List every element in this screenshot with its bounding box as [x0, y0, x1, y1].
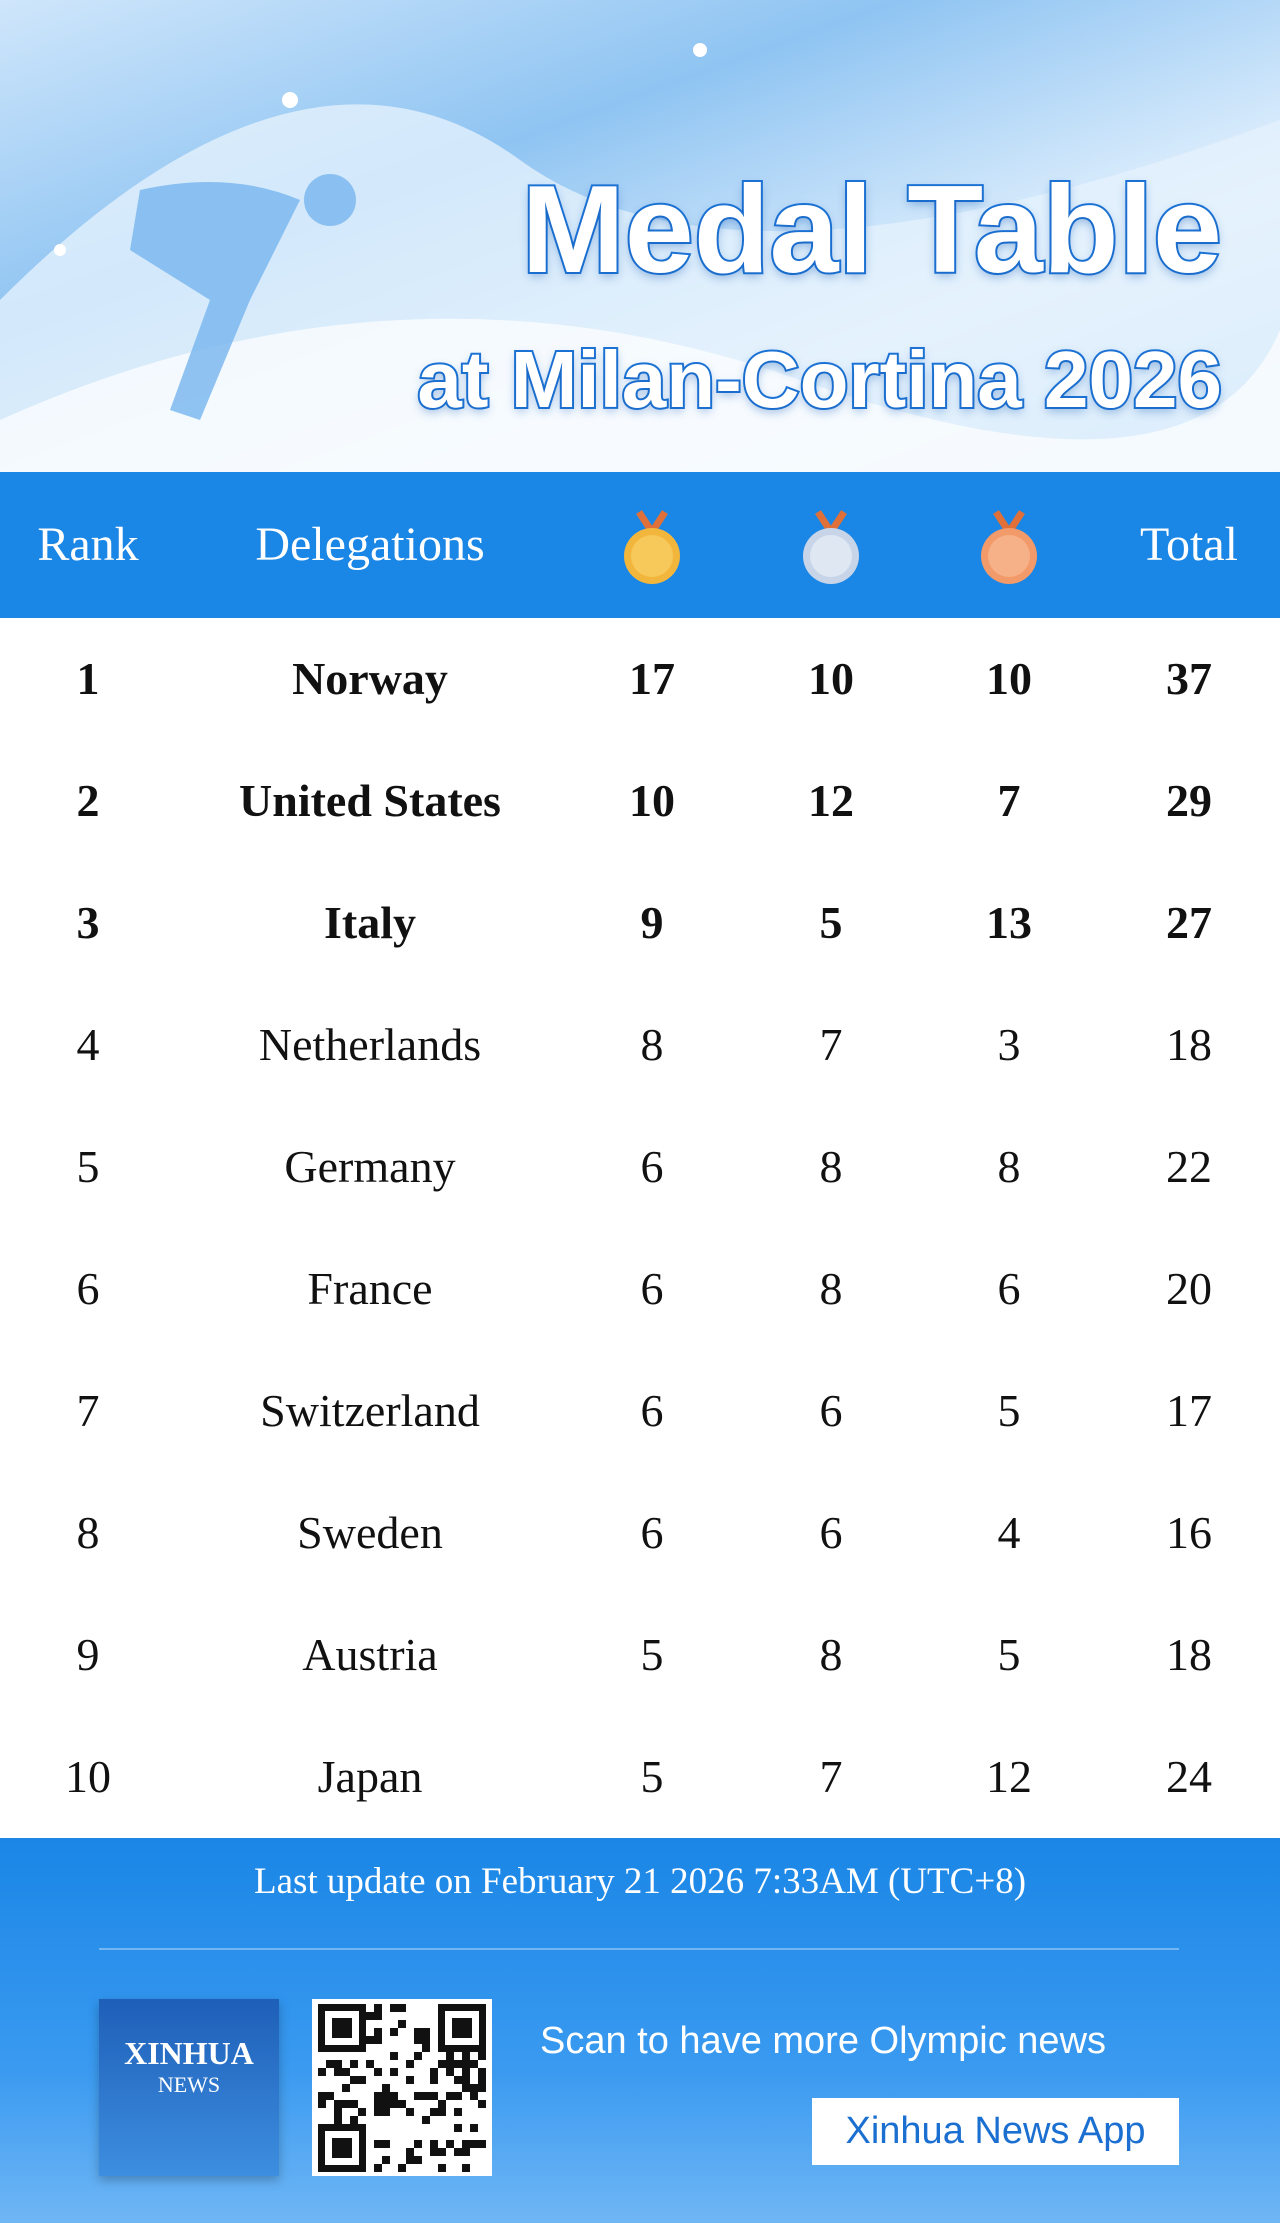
- column-header: Rank: [37, 518, 139, 571]
- gold-cell: 6: [640, 1507, 664, 1558]
- gold-cell: 10: [629, 775, 675, 826]
- gold-cell: 9: [640, 897, 664, 948]
- total-cell: 24: [1166, 1751, 1212, 1802]
- delegation-cell: Norway: [292, 653, 448, 704]
- silver-cell: 6: [819, 1385, 843, 1436]
- gold-cell: 8: [640, 1019, 664, 1070]
- qr-code: [312, 1999, 492, 2176]
- silver-cell: 10: [808, 653, 854, 704]
- table-row: 8 Sweden 6 6 4 16: [0, 1472, 1280, 1594]
- rank-cell: 4: [76, 1019, 100, 1070]
- rank-cell: 2: [76, 775, 100, 826]
- delegation-cell: France: [307, 1263, 433, 1314]
- table-row: 6 France 6 8 6 20: [0, 1228, 1280, 1350]
- gold-cell: 5: [640, 1751, 664, 1802]
- gold-icon: [624, 510, 680, 584]
- silver-cell: 7: [819, 1751, 843, 1802]
- total-cell: 22: [1166, 1141, 1212, 1192]
- delegation-cell: Netherlands: [258, 1019, 482, 1070]
- banner: Medal Table at Milan-Cortina 2026: [0, 0, 1280, 472]
- table-row: 1 Norway 17 10 10 37: [0, 618, 1280, 740]
- rank-cell: 3: [76, 897, 100, 948]
- table-row: 3 Italy 9 5 13 27: [0, 862, 1280, 984]
- silver-cell: 8: [819, 1263, 843, 1314]
- bronze-icon: [981, 510, 1037, 584]
- gold-cell: 17: [629, 653, 675, 704]
- rank-cell: 10: [65, 1751, 111, 1802]
- rank-cell: 7: [76, 1385, 100, 1436]
- logo: XINHUA NEWS: [99, 1999, 279, 2176]
- table-row: 4 Netherlands 8 7 3 18: [0, 984, 1280, 1106]
- bronze-cell: 13: [986, 897, 1032, 948]
- silver-cell: 5: [819, 897, 843, 948]
- bronze-cell: 10: [986, 653, 1032, 704]
- table-body: 1 Norway 17 10 10 37 2 United States 10 12 7 29 3 Ita…: [0, 618, 1280, 1838]
- table-row: 2 United States 10 12 7 29: [0, 740, 1280, 862]
- total-cell: 16: [1166, 1507, 1212, 1558]
- total-cell: 17: [1166, 1385, 1212, 1436]
- table-row: 5 Germany 6 8 8 22: [0, 1106, 1280, 1228]
- total-cell: 37: [1166, 653, 1212, 704]
- delegation-cell: Germany: [284, 1141, 456, 1192]
- total-cell: 29: [1166, 775, 1212, 826]
- silver-cell: 7: [819, 1019, 843, 1070]
- delegation-cell: Japan: [317, 1751, 423, 1802]
- column-header: Total: [1140, 518, 1238, 571]
- footer: Last update on February 21 2026 7:33AM (…: [0, 1838, 1280, 2223]
- rank-cell: 8: [76, 1507, 100, 1558]
- column-header: Delegations: [255, 518, 485, 571]
- silver-icon: [803, 510, 859, 584]
- total-cell: 18: [1166, 1019, 1212, 1070]
- table-row: 10 Japan 5 7 12 24: [0, 1716, 1280, 1838]
- bronze-cell: 8: [997, 1141, 1021, 1192]
- bronze-cell: 5: [997, 1385, 1021, 1436]
- delegation-cell: Switzerland: [260, 1385, 480, 1436]
- logo-text: NEWS: [157, 2072, 221, 2097]
- logo-text: XINHUA: [124, 2035, 254, 2071]
- bronze-cell: 7: [997, 775, 1021, 826]
- bronze-cell: 6: [997, 1263, 1021, 1314]
- rank-cell: 9: [76, 1629, 100, 1680]
- gold-cell: 6: [640, 1263, 664, 1314]
- table-header: Rank Delegations Total: [0, 472, 1280, 618]
- bronze-cell: 12: [986, 1751, 1032, 1802]
- delegation-cell: Sweden: [297, 1507, 443, 1558]
- update-text: Last update on February 21 2026 7:33AM (…: [253, 1861, 1027, 1902]
- rank-cell: 5: [76, 1141, 100, 1192]
- silver-cell: 8: [819, 1141, 843, 1192]
- gold-cell: 5: [640, 1629, 664, 1680]
- table-row: 9 Austria 5 8 5 18: [0, 1594, 1280, 1716]
- bronze-cell: 3: [997, 1019, 1021, 1070]
- gold-cell: 6: [640, 1385, 664, 1436]
- silver-cell: 12: [808, 775, 854, 826]
- table-row: 7 Switzerland 6 6 5 17: [0, 1350, 1280, 1472]
- delegation-cell: Italy: [324, 897, 416, 948]
- promo-text: Scan to have more Olympic news: [540, 2020, 1107, 2062]
- silver-cell: 6: [819, 1507, 843, 1558]
- app-button[interactable]: Xinhua News App: [812, 2098, 1179, 2165]
- subtitle: at Milan-Cortina 2026: [415, 333, 1224, 426]
- rank-cell: 1: [76, 653, 100, 704]
- delegation-cell: United States: [239, 775, 501, 826]
- total-cell: 27: [1166, 897, 1212, 948]
- silver-cell: 8: [819, 1629, 843, 1680]
- total-cell: 18: [1166, 1629, 1212, 1680]
- divider: [99, 1948, 1179, 1950]
- bronze-cell: 4: [997, 1507, 1021, 1558]
- delegation-cell: Austria: [302, 1629, 438, 1680]
- gold-cell: 6: [640, 1141, 664, 1192]
- bronze-cell: 5: [997, 1629, 1021, 1680]
- rank-cell: 6: [76, 1263, 100, 1314]
- banner-art: [0, 43, 1280, 472]
- title: Medal Table: [519, 159, 1224, 301]
- total-cell: 20: [1166, 1263, 1212, 1314]
